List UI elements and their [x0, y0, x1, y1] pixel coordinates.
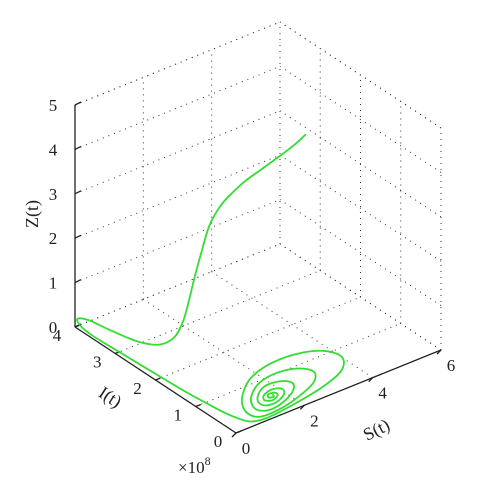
- y-tick-label: 0: [214, 432, 223, 451]
- side-wall-gridline: [279, 243, 442, 351]
- floor-gridline: [195, 323, 401, 407]
- axis-layer: [74, 101, 442, 438]
- grid-layer: [74, 21, 442, 434]
- back-wall-gridline: [74, 199, 281, 284]
- z-tick-mark: [74, 234, 82, 239]
- z-tick-label: 5: [49, 96, 58, 115]
- z-tick-mark: [74, 190, 82, 195]
- back-wall-gridline: [74, 21, 281, 106]
- y-axis-multiplier: ×108: [178, 454, 211, 477]
- side-wall-gridline: [279, 154, 442, 262]
- z-tick-label: 0: [49, 318, 58, 337]
- floor-gridline: [115, 270, 321, 354]
- x-tick-label: 0: [242, 439, 251, 458]
- x-axis-line: [235, 349, 442, 434]
- z-tick-label: 2: [49, 229, 58, 248]
- floor-gridline: [74, 243, 281, 328]
- y-axis-label: I(t): [95, 382, 126, 412]
- back-wall-gridline: [74, 110, 281, 195]
- y-tick-mark: [235, 430, 242, 434]
- y-tick-mark: [155, 377, 161, 381]
- x-tick-label: 2: [310, 411, 319, 430]
- box-top-edge: [74, 21, 281, 106]
- floor-gridline: [211, 271, 373, 379]
- z-tick-label: 3: [49, 185, 58, 204]
- x-tick-mark: [368, 377, 374, 383]
- x-tick-label: 6: [447, 356, 456, 375]
- side-wall-gridline: [279, 110, 442, 218]
- z-tick-mark: [74, 145, 82, 150]
- z-tick-mark: [74, 101, 82, 106]
- x-tick-mark: [436, 349, 442, 355]
- box-top-edge: [279, 21, 442, 129]
- x-tick-label: 4: [378, 384, 387, 403]
- side-wall-gridline: [279, 65, 442, 173]
- series-layer: [76, 133, 345, 423]
- x-axis-label: S(t): [360, 415, 394, 446]
- back-wall-gridline: [74, 65, 281, 150]
- y-tick-mark: [195, 403, 201, 408]
- z-axis-label: Z(t): [22, 200, 43, 228]
- floor-gridline: [155, 296, 361, 381]
- y-tick-label: 1: [174, 406, 183, 425]
- y-tick-label: 3: [93, 353, 102, 372]
- back-wall-gridline: [74, 154, 281, 239]
- z-tick-label: 4: [49, 140, 58, 159]
- y-tick-label: 4: [53, 326, 62, 345]
- z-tick-label: 1: [49, 274, 58, 293]
- x-tick-mark: [231, 432, 237, 438]
- x-tick-mark: [299, 404, 305, 410]
- trajectory-line: [76, 133, 345, 423]
- side-wall-gridline: [279, 199, 442, 307]
- z-tick-mark: [74, 279, 82, 284]
- back-wall-gridline: [74, 243, 281, 328]
- floor-gridline: [143, 298, 305, 406]
- y-tick-label: 2: [133, 379, 142, 398]
